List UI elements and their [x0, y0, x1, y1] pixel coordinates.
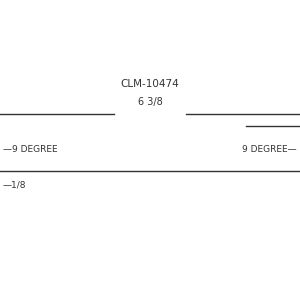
Text: 6 3/8: 6 3/8 [138, 97, 162, 106]
Text: CLM-10474: CLM-10474 [121, 79, 179, 89]
Text: —9 DEGREE: —9 DEGREE [3, 146, 58, 154]
Text: —1/8: —1/8 [3, 180, 26, 189]
Text: 9 DEGREE—: 9 DEGREE— [242, 146, 297, 154]
